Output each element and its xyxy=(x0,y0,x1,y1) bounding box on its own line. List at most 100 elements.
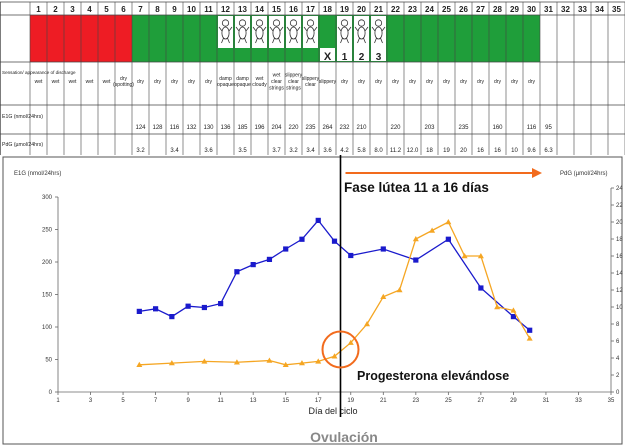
day-number: 5 xyxy=(104,5,109,14)
discharge-text: dry xyxy=(188,79,195,85)
baby-cell-bg xyxy=(337,16,352,48)
e1g-point xyxy=(413,257,419,263)
luteal-arrow-head xyxy=(532,168,542,178)
y-left-tick-label: 250 xyxy=(42,228,53,234)
day-number: 9 xyxy=(172,5,177,14)
day-number: 14 xyxy=(255,5,264,14)
discharge-text: wet xyxy=(256,76,264,82)
e1g-value: 203 xyxy=(424,125,435,131)
e1g-point xyxy=(169,314,175,320)
y-left-tick-label: 50 xyxy=(45,358,52,364)
baby-cell-bg xyxy=(303,16,318,48)
pdg-point xyxy=(510,307,517,313)
e1g-point xyxy=(510,314,517,320)
x-tick-label: 19 xyxy=(347,398,354,404)
discharge-text: wet xyxy=(273,73,281,79)
x-tick-label: 5 xyxy=(121,398,125,404)
e1g-point xyxy=(152,306,159,312)
pdg-value: 10 xyxy=(511,148,518,154)
discharge-text: dry xyxy=(494,79,501,85)
fertile-cell xyxy=(438,15,455,62)
fertile-cell xyxy=(404,15,421,62)
y-right-tick-label: 10 xyxy=(616,305,623,311)
discharge-text: dry xyxy=(171,79,178,85)
discharge-text: strings xyxy=(286,85,301,91)
day-number: 34 xyxy=(595,5,604,14)
discharge-text: wet xyxy=(103,79,111,85)
e1g-point xyxy=(380,246,386,252)
y-right-tick-label: 14 xyxy=(616,271,623,277)
menstruation-cell xyxy=(115,15,132,62)
e1g-point xyxy=(283,246,289,252)
e1g-point xyxy=(331,238,338,244)
x-tick-label: 9 xyxy=(186,398,190,404)
fertile-cell xyxy=(166,15,183,62)
pdg-point xyxy=(347,339,354,345)
discharge-text: dry xyxy=(528,79,535,85)
y-right-tick-label: 16 xyxy=(616,254,623,260)
pdg-point xyxy=(233,359,240,365)
row-label-pdg: PdG (µmol/24hrs) xyxy=(2,142,43,148)
discharge-text: strings xyxy=(269,85,284,91)
discharge-text: wet xyxy=(52,79,60,85)
pdg-value: 11.2 xyxy=(390,148,402,154)
day-number: 31 xyxy=(544,5,553,14)
y-axis-left-title: E1G (nmol/24hrs) xyxy=(14,171,61,177)
baby-cell-bg xyxy=(371,16,386,48)
row-label-sensation: Sensation/ appearance of discharge xyxy=(2,70,76,75)
y-right-tick-label: 22 xyxy=(616,203,623,209)
discharge-text: cloudy xyxy=(252,82,267,88)
menstruation-cell xyxy=(64,15,81,62)
day-number: 7 xyxy=(138,5,143,14)
discharge-text: opaque xyxy=(234,82,251,88)
row-label-e1g: E1G (nmol/24hrs) xyxy=(2,114,43,120)
discharge-text: dry xyxy=(154,79,161,85)
menstruation-cell xyxy=(98,15,115,62)
discharge-text: dry xyxy=(409,79,416,85)
pdg-point xyxy=(136,361,143,367)
discharge-text: dry xyxy=(477,79,484,85)
e1g-value: 210 xyxy=(356,125,367,131)
y-left-tick-label: 0 xyxy=(49,390,53,396)
discharge-text: dry xyxy=(426,79,433,85)
e1g-point xyxy=(348,252,354,259)
e1g-point xyxy=(185,303,191,309)
baby-icon xyxy=(303,19,318,44)
y-right-tick-label: 0 xyxy=(616,390,620,396)
pdg-value: 3.4 xyxy=(170,148,179,154)
e1g-series-line xyxy=(139,219,531,331)
discharge-text: dry xyxy=(443,79,450,85)
discharge-text: wet xyxy=(69,79,77,85)
pdg-value: 3.5 xyxy=(238,148,247,154)
fertile-cell xyxy=(132,15,149,62)
fertile-cell xyxy=(200,15,217,62)
e1g-value: 204 xyxy=(271,125,282,131)
e1g-value: 132 xyxy=(186,125,197,131)
fertile-cell xyxy=(455,15,472,62)
discharge-text: wet xyxy=(35,79,43,85)
discharge-text: damp xyxy=(236,76,249,82)
x-tick-label: 17 xyxy=(315,398,322,404)
day-number: 18 xyxy=(323,5,332,14)
pdg-point xyxy=(429,227,436,233)
y-left-tick-label: 300 xyxy=(42,195,53,201)
baby-cell-bg xyxy=(354,16,369,48)
pdg-value: 8.0 xyxy=(374,148,383,154)
e1g-value: 264 xyxy=(322,125,333,131)
e1g-point xyxy=(299,236,305,242)
fertile-cell xyxy=(183,15,200,62)
pdg-value: 20 xyxy=(460,148,467,154)
e1g-value: 136 xyxy=(220,125,231,131)
discharge-text: dry xyxy=(205,79,212,85)
e1g-point xyxy=(315,217,321,223)
x-tick-label: 33 xyxy=(575,398,582,404)
day-number: 22 xyxy=(391,5,400,14)
discharge-text: wet xyxy=(86,79,94,85)
pdg-point xyxy=(364,321,371,327)
marker-cell-bg xyxy=(354,48,369,61)
e1g-point xyxy=(136,308,142,314)
e1g-value: 235 xyxy=(305,125,316,131)
y-right-tick-label: 2 xyxy=(616,373,620,379)
day-number: 24 xyxy=(425,5,434,14)
post-peak-count: 2 xyxy=(359,52,365,63)
